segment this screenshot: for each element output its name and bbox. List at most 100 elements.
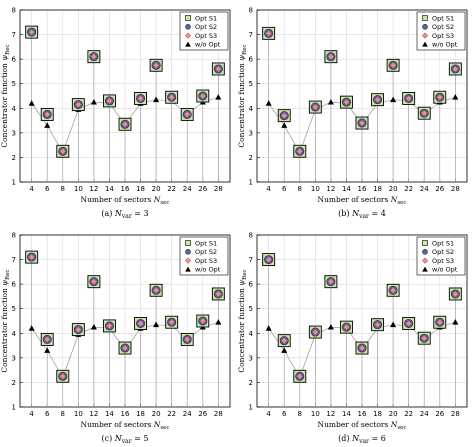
panel-caption: (a) Nvar = 3 — [101, 209, 148, 220]
caption-symbol: N — [351, 434, 360, 443]
opt-s3-marker — [121, 344, 129, 352]
legend-square-icon — [185, 240, 191, 246]
opt-s3-marker — [420, 334, 428, 342]
y-tick-label: 2 — [12, 154, 16, 162]
wo-opt-marker — [28, 100, 35, 106]
legend-entry-label: Opt S2 — [195, 248, 217, 256]
opt-s3-marker — [106, 97, 113, 105]
opt-s3-marker — [420, 109, 428, 117]
opt-s3-marker — [137, 320, 144, 327]
y-tick-label: 6 — [12, 281, 17, 289]
opt-s3-marker — [168, 93, 176, 101]
wo-opt-marker — [265, 325, 272, 331]
opt-s3-marker — [199, 317, 207, 325]
opt-s3-marker — [436, 93, 444, 101]
x-tick-label: 18 — [136, 185, 145, 193]
opt-s3-marker — [389, 286, 397, 294]
y-tick-label: 7 — [12, 256, 16, 264]
x-tick-label: 28 — [214, 185, 223, 193]
x-tick-label: 24 — [420, 185, 429, 193]
x-tick-label: 4 — [29, 410, 34, 418]
caption-subscript: var — [121, 213, 132, 220]
x-tick-label: 10 — [74, 410, 83, 418]
opt-s3-marker — [214, 65, 222, 73]
legend-circle-icon — [185, 23, 191, 30]
y-tick-label: 5 — [12, 305, 16, 313]
y-tick-label: 4 — [12, 105, 17, 113]
x-tick-label: 10 — [74, 185, 83, 193]
x-tick-label: 12 — [89, 410, 98, 418]
opt-s3-marker — [451, 290, 459, 298]
opt-s3-marker — [311, 103, 319, 111]
x-tick-label: 20 — [389, 410, 398, 418]
opt-s3-marker — [296, 147, 304, 155]
legend-triangle-icon — [185, 41, 191, 47]
y-tick-label: 5 — [249, 305, 253, 313]
wo-opt-marker — [215, 319, 222, 325]
x-axis-label: Number of sectors Nsec — [81, 420, 170, 431]
legend-entry-label: w/o Opt — [432, 266, 458, 274]
data-series — [25, 250, 225, 407]
opt-s3-marker — [137, 95, 144, 102]
y-axis-label-text: Concentrator function — [0, 61, 9, 148]
opt-s3-marker — [327, 278, 335, 286]
y-axis-label: Concentrator function ψRec — [0, 269, 11, 372]
caption-symbol: N — [114, 209, 123, 218]
opt-s3-marker — [43, 336, 51, 343]
caption-subscript: var — [358, 213, 369, 220]
x-tick-label: 24 — [183, 410, 192, 418]
opt-s3-marker — [451, 65, 459, 73]
y-tick-label: 1 — [12, 404, 16, 412]
wo-opt-marker — [90, 98, 97, 105]
y-tick-label: 4 — [249, 330, 254, 338]
opt-s3-marker — [152, 61, 160, 69]
opt-s3-marker — [28, 28, 36, 36]
opt-s3-marker — [280, 112, 288, 120]
legend-entry-label: w/o Opt — [432, 41, 458, 49]
x-tick-label: 22 — [167, 185, 176, 193]
legend-circle-icon — [422, 248, 428, 255]
legend-square-icon — [185, 15, 191, 21]
y-axis-label: Concentrator function ψRec — [0, 44, 11, 147]
legend-entry-label: Opt S2 — [195, 23, 217, 31]
legend-diamond-icon — [184, 257, 192, 264]
y-tick-label: 2 — [12, 379, 16, 387]
caption-symbol: N — [351, 209, 360, 218]
x-tick-label: 14 — [105, 410, 114, 418]
x-tick-label: 16 — [121, 185, 130, 193]
opt-s3-marker — [374, 321, 381, 329]
y-axis-label: Concentrator function ψRec — [237, 44, 248, 147]
x-tick-label: 10 — [311, 410, 320, 418]
legend-entry-label: Opt S3 — [432, 257, 454, 265]
opt-s3-marker — [389, 61, 397, 69]
caption-suffix: = 3 — [132, 209, 149, 218]
opt-s3-marker — [343, 323, 350, 331]
x-tick-label: 6 — [45, 410, 50, 418]
x-axis-label-subscript: sec — [397, 425, 406, 431]
x-tick-label: 28 — [451, 185, 460, 193]
x-tick-label: 26 — [435, 185, 444, 193]
x-axis-label-symbol: N — [390, 195, 398, 204]
legend-triangle-icon — [422, 266, 428, 272]
x-tick-label: 8 — [298, 410, 302, 418]
x-tick-label: 8 — [298, 185, 302, 193]
y-axis-label-subscript: Rec — [242, 269, 248, 279]
legend-circle-icon — [422, 23, 428, 30]
wo-opt-marker — [390, 96, 397, 103]
caption-prefix: (c) — [102, 434, 115, 443]
wo-opt-marker — [28, 325, 35, 331]
opt-s3-marker — [358, 119, 366, 127]
legend-entry-label: Opt S2 — [432, 248, 454, 256]
data-series — [262, 26, 462, 182]
y-tick-label: 5 — [12, 80, 16, 88]
wo-opt-marker — [281, 122, 288, 128]
wo-opt-marker — [452, 319, 459, 325]
x-tick-label: 18 — [136, 410, 145, 418]
legend-square-icon — [422, 15, 428, 21]
y-axis-label: Concentrator function ψRec — [237, 269, 248, 372]
x-tick-label: 20 — [152, 410, 161, 418]
x-axis-label-symbol: N — [153, 195, 161, 204]
